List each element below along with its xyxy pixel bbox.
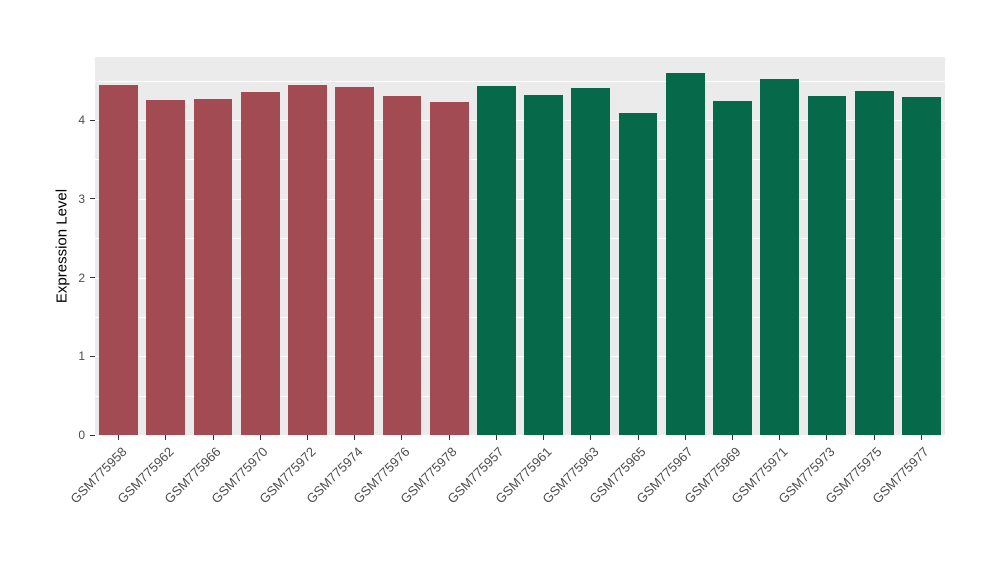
bar-GSM775975 xyxy=(854,90,894,435)
minor-gridline xyxy=(95,80,945,82)
x-tick-mark xyxy=(732,435,733,440)
bar-GSM775961 xyxy=(524,94,563,435)
major-gridline xyxy=(95,120,945,122)
y-tick-mark xyxy=(90,277,95,278)
y-tick-label: 2 xyxy=(78,270,85,285)
bar-GSM775958 xyxy=(99,85,138,435)
bar-GSM775971 xyxy=(760,79,800,435)
bar-GSM775966 xyxy=(193,98,233,435)
x-tick-mark xyxy=(684,435,686,440)
x-tick-mark xyxy=(354,435,356,440)
major-gridline xyxy=(95,356,945,358)
x-tick-label: GSM775977 xyxy=(869,444,932,507)
bar-GSM775976 xyxy=(382,96,422,435)
bar-GSM775977 xyxy=(902,97,941,435)
y-tick-mark xyxy=(90,198,95,200)
x-tick-mark xyxy=(543,435,545,440)
x-tick-mark xyxy=(920,435,922,440)
y-tick-mark xyxy=(90,434,95,436)
x-tick-mark xyxy=(259,435,261,440)
minor-gridline xyxy=(95,238,945,239)
y-tick-label: 3 xyxy=(78,191,85,206)
x-tick-mark xyxy=(637,435,639,440)
bar-GSM775965 xyxy=(618,112,658,435)
x-tick-mark xyxy=(212,435,214,440)
bar-GSM775957 xyxy=(477,86,516,435)
major-gridline xyxy=(95,198,945,200)
y-tick-mark xyxy=(90,119,95,121)
minor-gridline xyxy=(95,316,945,318)
bar-GSM775978 xyxy=(429,101,469,435)
bar-GSM775967 xyxy=(665,72,705,435)
bar-GSM775969 xyxy=(713,101,752,435)
x-tick-mark xyxy=(401,435,403,440)
bar-GSM775962 xyxy=(146,99,186,435)
bar-GSM775973 xyxy=(807,96,847,435)
y-tick-label: 4 xyxy=(78,113,85,127)
y-tick-label: 1 xyxy=(78,349,85,364)
x-tick-mark xyxy=(873,435,875,440)
x-tick-mark xyxy=(779,435,781,440)
bar-GSM775974 xyxy=(335,86,375,435)
major-gridline xyxy=(95,277,945,279)
minor-gridline xyxy=(95,395,945,397)
x-tick-mark xyxy=(118,435,120,440)
minor-gridline xyxy=(95,159,945,160)
x-tick-mark xyxy=(495,435,497,440)
x-tick-mark xyxy=(165,435,167,440)
bar-GSM775963 xyxy=(571,87,611,435)
plot-panel xyxy=(95,57,945,437)
x-tick-mark xyxy=(448,435,450,440)
x-tick-mark xyxy=(307,435,308,440)
bar-GSM775970 xyxy=(240,91,280,435)
bar-GSM775972 xyxy=(288,85,327,435)
y-tick-mark xyxy=(90,355,95,357)
x-tick-mark xyxy=(826,435,828,440)
major-gridline xyxy=(95,435,945,437)
x-tick-mark xyxy=(590,435,592,440)
y-tick-label: 0 xyxy=(78,428,85,442)
